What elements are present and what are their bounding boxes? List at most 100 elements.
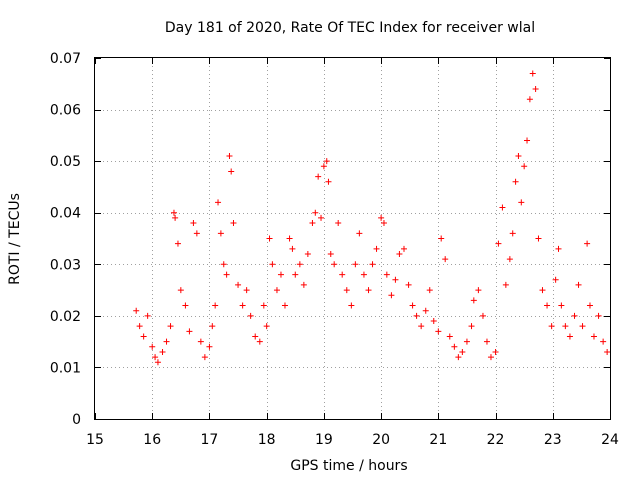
data-point	[163, 338, 170, 345]
x-tick-label: 22	[487, 432, 505, 448]
data-point	[555, 245, 562, 252]
x-tick-label: 21	[429, 432, 447, 448]
data-point	[286, 235, 293, 242]
data-point	[289, 245, 296, 252]
data-point	[526, 96, 533, 103]
data-point	[506, 256, 513, 263]
data-point	[235, 281, 242, 288]
x-axis-label: GPS time / hours	[290, 458, 407, 474]
data-point	[479, 312, 486, 319]
data-point	[579, 323, 586, 330]
data-point	[495, 240, 502, 247]
data-point	[571, 312, 578, 319]
data-point	[348, 302, 355, 309]
data-point	[197, 338, 204, 345]
data-point	[140, 333, 147, 340]
data-point	[136, 323, 143, 330]
data-point	[277, 271, 284, 278]
data-point	[339, 271, 346, 278]
data-point	[167, 323, 174, 330]
data-point	[604, 348, 611, 355]
data-point	[524, 137, 531, 144]
data-point	[296, 261, 303, 268]
data-point	[315, 173, 322, 180]
data-point	[266, 235, 273, 242]
data-point	[133, 307, 140, 314]
data-point	[438, 235, 445, 242]
chart-title: Day 181 of 2020, Rate Of TEC Index for r…	[165, 20, 535, 36]
data-point	[369, 261, 376, 268]
data-point	[426, 287, 433, 294]
data-point	[263, 323, 270, 330]
data-point	[548, 323, 555, 330]
data-point	[566, 333, 573, 340]
data-point	[217, 230, 224, 237]
data-point	[380, 220, 387, 227]
y-tick-label: 0.04	[50, 206, 81, 222]
data-point	[401, 245, 407, 252]
data-point	[273, 287, 280, 294]
x-tick-label: 19	[315, 432, 333, 448]
data-point	[212, 302, 219, 309]
data-point	[309, 220, 316, 227]
data-point	[590, 333, 597, 340]
y-tick-label: 0.07	[50, 51, 81, 67]
data-point	[186, 328, 193, 335]
data-point	[243, 287, 250, 294]
data-point	[318, 214, 325, 221]
data-point	[600, 338, 607, 345]
data-point	[451, 343, 458, 350]
x-tick-label: 23	[544, 432, 562, 448]
data-point	[584, 240, 591, 247]
data-point	[252, 333, 259, 340]
data-point	[455, 354, 462, 361]
data-point	[304, 250, 311, 257]
data-point	[535, 235, 542, 242]
data-point	[365, 287, 372, 294]
data-point	[392, 276, 399, 283]
data-point	[586, 302, 593, 309]
data-point	[378, 214, 385, 221]
data-point	[182, 302, 189, 309]
data-point	[422, 307, 429, 314]
data-point	[396, 250, 403, 257]
data-point	[256, 338, 263, 345]
data-point	[515, 152, 522, 159]
data-point	[177, 287, 184, 294]
data-point	[170, 209, 177, 216]
y-tick-labels: 0 0.01 0.02 0.03 0.04 0.05 0.06 0.07	[50, 51, 81, 428]
data-point	[558, 302, 565, 309]
data-point	[575, 281, 582, 288]
x-tick-label: 17	[201, 432, 219, 448]
plot-frame	[94, 57, 611, 420]
data-point	[343, 287, 350, 294]
data-point	[413, 312, 420, 319]
data-point	[149, 343, 156, 350]
data-point	[174, 240, 181, 247]
data-point	[269, 261, 276, 268]
y-tick-label: 0.03	[50, 257, 81, 273]
data-point	[352, 261, 359, 268]
data-point	[172, 214, 179, 221]
data-point	[468, 323, 475, 330]
data-point	[260, 302, 267, 309]
data-point	[388, 292, 395, 299]
x-tick-label: 15	[86, 432, 104, 448]
x-tick-label: 24	[601, 432, 619, 448]
data-point	[159, 348, 166, 355]
data-point	[492, 348, 499, 355]
y-tick-label: 0.02	[50, 309, 81, 325]
data-point	[446, 333, 453, 340]
data-point	[405, 281, 412, 288]
data-point	[373, 245, 380, 252]
data-point	[320, 163, 327, 170]
data-point	[529, 70, 536, 77]
data-point	[201, 354, 208, 361]
data-point	[223, 271, 230, 278]
data-point	[475, 287, 482, 294]
data-point	[327, 250, 334, 257]
data-point	[239, 302, 246, 309]
x-tick-labels: 15 16 17 18 19 20 21 22 23 24	[86, 432, 619, 448]
data-point	[206, 343, 213, 350]
